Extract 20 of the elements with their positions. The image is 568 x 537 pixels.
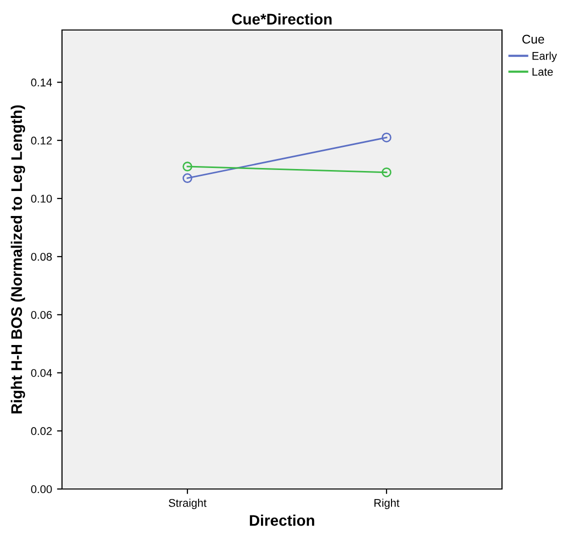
legend-label: Early <box>532 52 557 62</box>
point <box>382 167 392 178</box>
y-tick-label: 0.08 <box>31 252 52 261</box>
y-tick-label: 0.02 <box>31 427 52 436</box>
y-tick-label: 0.04 <box>31 369 52 377</box>
x-tick-label: Straight <box>168 498 206 510</box>
y-tick-label: 0.00 <box>31 485 52 494</box>
point <box>182 173 192 184</box>
point <box>382 132 392 142</box>
point <box>182 162 192 172</box>
chart-title: Cue*Direction <box>232 13 332 25</box>
y-axis-title: Right H-H BOS (Normalized to Leg Length) <box>10 105 26 414</box>
y-tick-label: 0.12 <box>31 136 52 145</box>
x-axis-title: Direction <box>250 514 314 526</box>
legend-label: Late <box>532 68 553 76</box>
y-tick-label: 0.06 <box>31 310 52 319</box>
x-tick-label: Right <box>374 498 400 510</box>
y-tick-label: 0.10 <box>31 194 52 203</box>
legend-title: Cue <box>522 34 544 44</box>
y-tick-label: 0.14 <box>31 78 52 86</box>
